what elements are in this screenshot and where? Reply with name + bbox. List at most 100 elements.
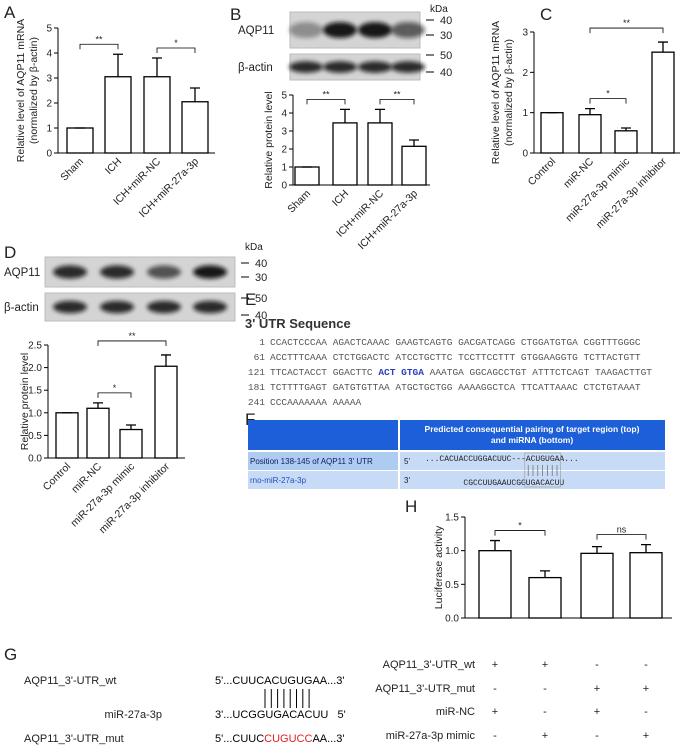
y-axis-label: Relative protein level [263,91,275,188]
error-bar [641,543,651,553]
x-tick-label: Control [526,156,558,188]
y-tick-label: 0 [522,149,528,160]
construct-sequence: 5'...CUUCACUGUGAA...3' [215,675,345,687]
y-axis-label: Relative level of AQP11 mRNA [490,21,502,164]
error-bar [113,53,123,77]
condition-sign: + [643,683,649,695]
condition-sign: - [644,659,648,671]
bar [478,550,512,619]
significance-bracket [97,340,167,346]
y-tick-label: 0.5 [28,431,42,442]
y-tick-label: 4 [46,49,52,60]
significance-label: ** [393,89,401,99]
target-sequence: ...CACUACCUGGACUUC---ACUGUGAA... [425,455,579,464]
marker-label: 40 [440,15,452,27]
sequence-line: CCCAAAAAAA AAAAA [270,397,362,408]
x-tick-label: miR-27a-3p inhibitor [97,460,173,536]
panel-letter: H [405,497,417,516]
condition-sign: + [542,659,548,671]
bar-chart: A 0 1 2 3 4 5 Relative level of AQP11 mRNA (norm… [4,3,215,220]
table-header: and miRNA (bottom) [491,435,573,445]
significance-bracket [589,27,664,34]
sequence-part: CUGUCC [264,733,312,745]
sequence-part: 5'...CUUC [215,733,264,745]
bar-chart: C 0 1 2 3 Relative level of AQP11 mRNA (normal… [490,5,680,231]
strand-end: 3' [404,476,410,485]
marker-label: 40 [255,258,267,270]
seed-box [524,452,561,488]
sequence-panel: E 3' UTR Sequence 1 CCACTCCCAA AGACTCAAAC G… [245,290,652,408]
sequence-line: CCACTCCCAA AGACTCAAAC GAAGTCAGTG GACGATC… [270,337,641,348]
condition-sign: + [492,706,498,718]
table-header: Predicted consequential pairing of targe… [425,424,640,434]
y-tick-label: 1.5 [28,386,42,397]
sequence-line: TCTTTTGAGT GATGTGTTAA ATGCTGCTGG AAAAGGC… [270,382,641,393]
y-tick-label: 3 [281,127,287,138]
blot-band [193,265,227,279]
sequence-line: TTCACTACCT GGACTTC ACT GTGA AAATGA GGCAG… [270,367,652,378]
pairing-table: F Predicted consequential pairing of targ… [245,410,665,489]
y-tick-label: 5 [281,91,287,102]
protein-label: AQP11 [238,25,274,37]
x-tick-label: ICH+miR-27a-3p [356,188,421,253]
bar [367,122,393,186]
blot-band [53,265,87,279]
blot-band [53,300,87,314]
sequence-line: ACCTTTCAAA CTCTGGACTC ATCCTGCTTC TCCTTCC… [270,352,641,363]
y-tick-label: 1 [281,163,287,174]
sequence-title: 3' UTR Sequence [245,316,351,331]
y-tick-label: 0 [281,181,287,192]
condition-sign: - [493,683,497,695]
marker-label: 30 [440,30,452,42]
blot-band [289,22,323,38]
error-bar [126,424,136,430]
x-tick-label: Control [41,461,73,493]
bar [181,101,209,154]
x-tick-label: Sham [58,155,86,183]
error-bar [592,545,602,554]
sequence-part: CCACTCCCAA AGACTCAAAC GAAGTCAGTG GACGATC… [270,337,641,348]
bar [86,407,110,459]
condition-label: AQP11_3'-UTR_mut [375,683,475,695]
blot-band [193,300,227,314]
mirna-sequence: CGCCUUGAAUCGGUGACACUU [463,479,564,488]
bar [629,552,663,619]
y-tick-label: 2.5 [28,341,42,352]
significance-bracket [97,392,132,398]
y-axis-label: Relative protein level [19,353,31,450]
blot-band [323,61,357,73]
condition-label: AQP11_3'-UTR_wt [383,659,475,671]
bar [401,145,427,186]
strand-end: 5' [404,457,410,466]
x-tick-label: miR-27a-3p inhibitor [594,155,670,231]
y-tick-label: 1 [46,124,52,135]
condition-sign: + [542,730,548,742]
error-bar [540,570,550,578]
significance-label: ** [322,89,330,99]
bar [104,76,132,154]
significance-label: ** [95,34,103,44]
error-bar [409,139,419,147]
error-bar [585,107,595,115]
x-tick-label: Sham [285,187,313,215]
blot-band [358,61,392,73]
sequence-part: AAATGA GGCAGCCTGT ATTTCTCAGT TAAGACTTGT [430,367,653,378]
bar [143,76,171,154]
blot-band [100,300,134,314]
x-tick-label: ICH [330,188,351,209]
construct-label: AQP11_3'-UTR_wt [24,675,116,687]
significance-label: ns [617,525,627,535]
y-tick-label: 3 [522,28,528,39]
row-label: Position 138-145 of AQP11 3' UTR [250,457,373,466]
significance-label: * [174,38,178,48]
table-cell-bg [248,471,398,489]
seed-schematic: G AQP11_3'-UTR_wt 5'...CUUCACUGUGAA...3' mi… [4,645,346,745]
y-tick-label: 1 [522,108,528,119]
error-bar [621,127,631,131]
table-cell-bg [400,452,665,470]
construct-sequence: 3'...UCGGUGACACUU 5' [215,709,346,721]
blot-band [147,300,181,314]
